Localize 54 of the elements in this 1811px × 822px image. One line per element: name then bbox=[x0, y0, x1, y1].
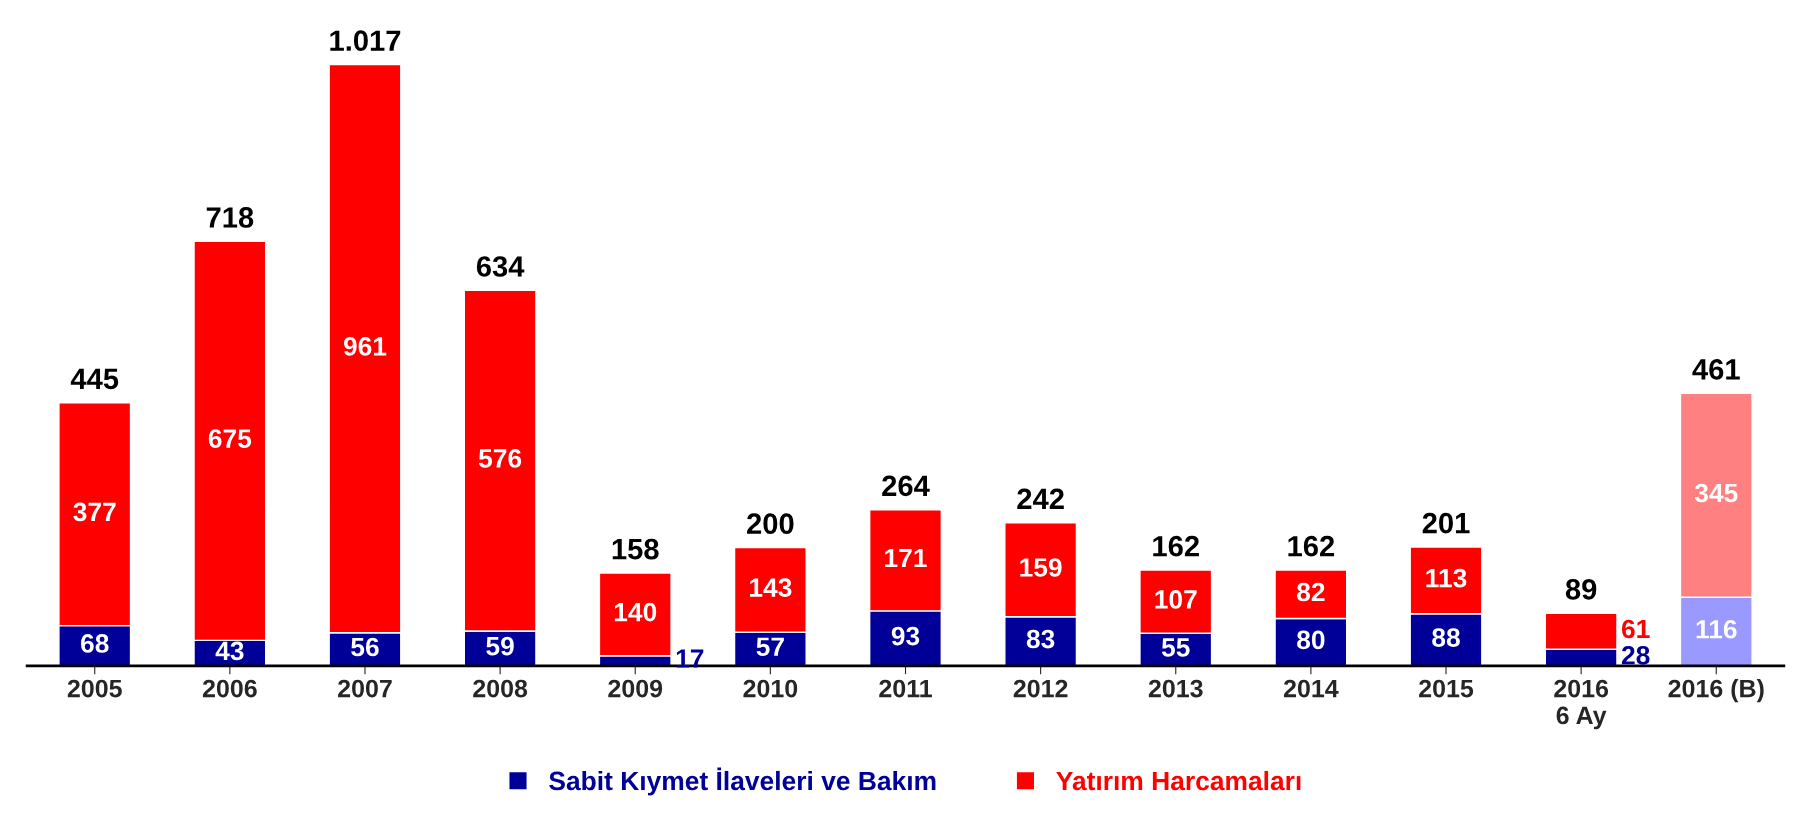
total-label: 162 bbox=[1153, 535, 1199, 557]
data-label: 17 bbox=[676, 649, 704, 668]
x-tick-label: 2014 bbox=[1283, 679, 1339, 698]
data-label: 88 bbox=[1432, 628, 1460, 647]
x-tick-label: 2010 bbox=[743, 679, 798, 698]
x-tick-label: 2013 bbox=[1148, 679, 1203, 698]
data-label: 80 bbox=[1297, 630, 1325, 650]
total-label: 89 bbox=[1565, 578, 1597, 600]
total-label: 242 bbox=[1017, 488, 1064, 509]
x-tick-label: 2012 bbox=[1013, 679, 1068, 698]
data-label: 83 bbox=[1026, 629, 1055, 649]
data-label: 961 bbox=[343, 337, 387, 356]
data-label: 113 bbox=[1426, 568, 1467, 588]
x-tick-label: 2009 bbox=[608, 679, 663, 698]
x-tick-label: 2008 bbox=[473, 679, 528, 698]
x-tick-label: 2006 bbox=[202, 679, 257, 698]
data-label: 68 bbox=[81, 634, 109, 653]
data-label: 576 bbox=[478, 449, 522, 468]
data-label: 55 bbox=[1161, 638, 1190, 657]
data-label: 59 bbox=[486, 636, 514, 656]
data-label: 171 bbox=[885, 548, 927, 568]
data-label: 93 bbox=[891, 626, 920, 646]
total-label: 461 bbox=[1692, 359, 1740, 380]
x-tick-label: 2005 bbox=[67, 679, 122, 698]
total-label: 162 bbox=[1288, 535, 1335, 557]
total-label: 201 bbox=[1422, 512, 1470, 534]
total-label: 445 bbox=[70, 368, 119, 390]
data-label: 43 bbox=[215, 641, 244, 661]
x-tick-label: 2015 bbox=[1419, 679, 1474, 698]
total-label: 200 bbox=[747, 513, 794, 535]
total-label: 264 bbox=[882, 475, 930, 497]
data-label: 140 bbox=[614, 602, 657, 622]
data-label: 377 bbox=[73, 502, 116, 522]
total-label: 718 bbox=[206, 207, 254, 228]
data-label: 57 bbox=[756, 637, 784, 657]
legend-label: Yatırım Harcamaları bbox=[1056, 770, 1301, 791]
total-label: 634 bbox=[476, 256, 525, 277]
x-tick-label: 2007 bbox=[338, 679, 392, 698]
x-tick-label: 2016 (B) bbox=[1668, 679, 1764, 703]
data-label: 345 bbox=[1694, 483, 1738, 503]
data-label: 82 bbox=[1297, 582, 1325, 602]
data-label: 28 bbox=[1621, 645, 1650, 665]
data-label: 159 bbox=[1020, 558, 1062, 577]
data-label: 143 bbox=[750, 578, 792, 597]
total-label: 1.017 bbox=[330, 30, 401, 51]
total-label: 158 bbox=[612, 538, 659, 560]
data-label: 61 bbox=[1621, 619, 1650, 639]
data-label: 56 bbox=[351, 637, 379, 657]
x-tick-label: 2016 6 Ay bbox=[1554, 679, 1609, 730]
legend-label: Sabit Kıymet İlaveleri ve Bakım bbox=[549, 767, 936, 796]
x-tick-label: 2011 bbox=[879, 679, 932, 698]
data-label: 675 bbox=[208, 429, 252, 448]
data-label: 107 bbox=[1155, 590, 1197, 609]
data-label: 116 bbox=[1696, 619, 1737, 639]
